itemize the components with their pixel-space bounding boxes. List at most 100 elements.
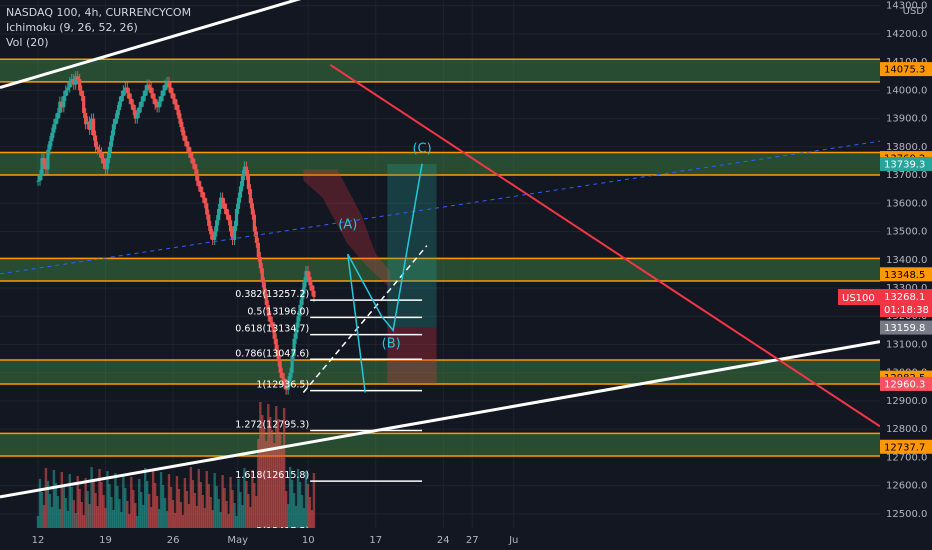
price-tag-bg <box>880 156 932 171</box>
volume-bar <box>134 503 137 528</box>
candle-body <box>266 304 270 317</box>
candle-body <box>139 101 143 108</box>
volume-bar <box>106 471 109 528</box>
candle-body <box>250 203 254 215</box>
volume-bar <box>278 432 282 528</box>
candle-body <box>304 271 308 283</box>
price-tick-label: 13500.0 <box>886 227 927 238</box>
volume-bar <box>195 506 199 528</box>
wave-path <box>347 163 423 393</box>
candle-body <box>312 290 316 298</box>
price-tag-label: 13348.5 <box>884 270 925 281</box>
volume-bar <box>161 485 165 528</box>
candlesticks <box>36 71 316 395</box>
candle-body <box>115 110 120 119</box>
candle-body <box>78 79 82 91</box>
fib-label: 0.786(13047.6) <box>235 348 309 359</box>
volume-bar <box>102 495 105 528</box>
candle-body <box>135 112 139 119</box>
price-tag-label: 12960.3 <box>884 379 925 390</box>
volume-bar <box>298 482 302 528</box>
candle-body <box>264 293 268 305</box>
candle-body <box>99 152 104 159</box>
currency-label[interactable]: USD <box>902 6 924 17</box>
candle-body <box>133 110 137 119</box>
volume-bar <box>142 505 145 528</box>
candle-body <box>252 214 256 232</box>
volume-bar <box>239 492 242 528</box>
volume-bar <box>294 506 298 528</box>
candle-body <box>308 276 312 286</box>
candle-body <box>213 231 217 240</box>
volume-bar <box>138 479 141 528</box>
volume-bar <box>213 473 216 528</box>
candle-body <box>215 220 219 232</box>
volume-bar <box>70 487 73 528</box>
candle-body <box>221 197 225 204</box>
candle-body <box>286 381 290 390</box>
zone-fill <box>0 433 880 456</box>
volume-bar <box>56 496 60 528</box>
volume-bar <box>126 501 129 528</box>
volume-bar <box>128 514 131 528</box>
wave-label: (B) <box>382 336 401 351</box>
volume-bar <box>60 472 64 528</box>
volume-bar <box>72 500 75 528</box>
time-axis[interactable]: 12 19 26 May 10 17 24 27 Ju <box>0 528 932 550</box>
zone-fill <box>0 258 880 281</box>
candle-body <box>145 84 149 91</box>
trend-lines <box>0 0 881 499</box>
candle-body <box>127 93 131 99</box>
price-tick-label: 12800.0 <box>886 424 927 435</box>
candle-body <box>300 293 304 305</box>
candle-body <box>153 98 157 105</box>
candle-body <box>282 378 286 384</box>
candle-body <box>298 304 302 317</box>
ichimoku-label[interactable]: Ichimoku (9, 26, 52, 26) <box>6 21 138 34</box>
volume-bar <box>118 499 121 528</box>
fib-label: 1.618(12615.8) <box>235 470 309 481</box>
candle-body <box>62 96 66 108</box>
ichimoku-cloud <box>303 169 391 288</box>
candle-body <box>246 175 251 190</box>
volume-bar <box>177 489 181 528</box>
candle-body <box>203 197 207 204</box>
volume-bar <box>163 498 167 528</box>
candle-body <box>95 146 100 150</box>
volume-bar <box>197 469 200 528</box>
price-tick-label: 14000.0 <box>886 85 927 96</box>
candle-body <box>131 104 135 111</box>
volume-bar <box>271 430 274 528</box>
candle-body <box>121 90 125 96</box>
candle-body <box>185 141 189 147</box>
candle-body <box>137 107 141 113</box>
candle-body <box>310 285 314 291</box>
volume-bar <box>191 480 195 528</box>
volume-bar <box>185 491 189 528</box>
volume-bar <box>217 499 220 528</box>
stop-box <box>387 327 437 384</box>
volume-bar <box>290 480 294 528</box>
volume-bar <box>136 516 139 528</box>
candle-body <box>64 90 68 96</box>
volume-bar <box>62 485 66 528</box>
candle-body <box>248 189 253 204</box>
candle-body <box>292 338 296 356</box>
volume-bar <box>269 417 272 528</box>
volume-bar <box>94 493 97 528</box>
elliott-waves: (A) (B) (C) <box>338 141 432 393</box>
candle-body <box>205 203 209 215</box>
candle-body <box>171 93 175 99</box>
candle-body <box>268 316 272 322</box>
candle-body <box>44 163 48 170</box>
candle-body <box>175 104 179 111</box>
volume-label[interactable]: Vol (20) <box>6 36 49 49</box>
time-tick-label: 27 <box>466 535 479 546</box>
candle-body <box>46 149 50 170</box>
volume-bar <box>306 484 310 528</box>
candle-body <box>276 350 280 362</box>
upper-channel-line <box>0 0 302 89</box>
lower-channel-line <box>0 340 881 499</box>
fib-label: 0.382(13257.2) <box>235 289 309 300</box>
